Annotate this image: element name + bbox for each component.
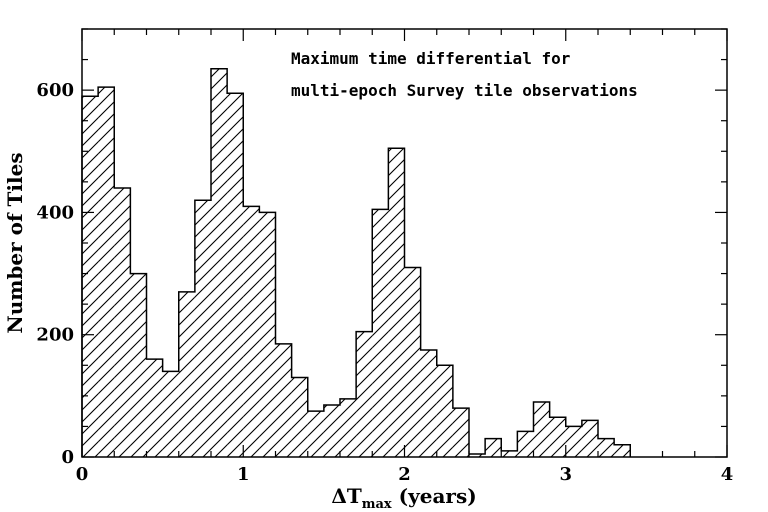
histogram-bar bbox=[82, 96, 99, 457]
histogram-bar bbox=[404, 267, 421, 457]
histogram-bar bbox=[98, 87, 115, 457]
annotation-line-2: multi-epoch Survey tile observations bbox=[291, 81, 638, 100]
histogram-bar bbox=[581, 420, 598, 457]
histogram-bar bbox=[372, 209, 389, 457]
histogram-bar bbox=[259, 212, 276, 457]
histogram-bar bbox=[146, 359, 163, 457]
y-tick-label: 600 bbox=[36, 80, 74, 101]
histogram-bar bbox=[178, 291, 195, 457]
x-axis-label-symbol: ΔT bbox=[331, 484, 362, 508]
y-tick-label: 0 bbox=[61, 447, 74, 468]
histogram-bar bbox=[162, 371, 179, 457]
histogram-bar bbox=[549, 417, 566, 457]
y-tick-label: 200 bbox=[36, 325, 74, 346]
histogram-bar bbox=[323, 405, 340, 457]
histogram-bar bbox=[307, 411, 324, 457]
histogram-bar bbox=[614, 444, 631, 457]
histogram-bar bbox=[452, 408, 469, 457]
x-tick-label: 0 bbox=[76, 464, 89, 485]
axis-ticks: 0 1 2 3 4 0 200 400 600 bbox=[36, 28, 734, 485]
histogram-bars bbox=[81, 67, 631, 457]
histogram-bar bbox=[517, 431, 534, 457]
histogram-bar bbox=[340, 398, 357, 457]
histogram-bar bbox=[501, 450, 518, 457]
histogram-bar bbox=[420, 350, 437, 457]
x-axis-label-subscript: max bbox=[362, 497, 392, 512]
histogram-bar bbox=[469, 453, 486, 457]
histogram-bar bbox=[211, 68, 228, 457]
x-tick-label: 2 bbox=[398, 464, 411, 485]
histogram-bar bbox=[227, 93, 244, 457]
histogram-outline bbox=[81, 67, 631, 457]
histogram-bar bbox=[388, 148, 405, 457]
histogram-bar bbox=[356, 331, 373, 457]
histogram-bar bbox=[275, 343, 292, 457]
histogram-bar bbox=[533, 401, 550, 457]
x-axis-label: ΔTmax (years) bbox=[331, 484, 476, 512]
annotation-line-1: Maximum time differential for bbox=[291, 49, 570, 68]
histogram-bar bbox=[114, 187, 131, 457]
histogram-bar bbox=[130, 273, 147, 457]
histogram-bar bbox=[436, 365, 453, 457]
x-tick-label: 3 bbox=[559, 464, 572, 485]
x-axis-label-unit: (years) bbox=[392, 484, 477, 508]
x-tick-label: 4 bbox=[721, 464, 734, 485]
y-axis-label: Number of Tiles bbox=[3, 152, 27, 333]
histogram-bar bbox=[291, 377, 308, 457]
y-tick-label: 400 bbox=[36, 202, 74, 223]
x-tick-label: 1 bbox=[237, 464, 250, 485]
histogram-bar bbox=[194, 200, 211, 457]
histogram-bar bbox=[565, 426, 582, 457]
histogram-bar bbox=[598, 438, 615, 457]
histogram-bar bbox=[485, 438, 502, 457]
histogram-bar bbox=[243, 206, 260, 457]
